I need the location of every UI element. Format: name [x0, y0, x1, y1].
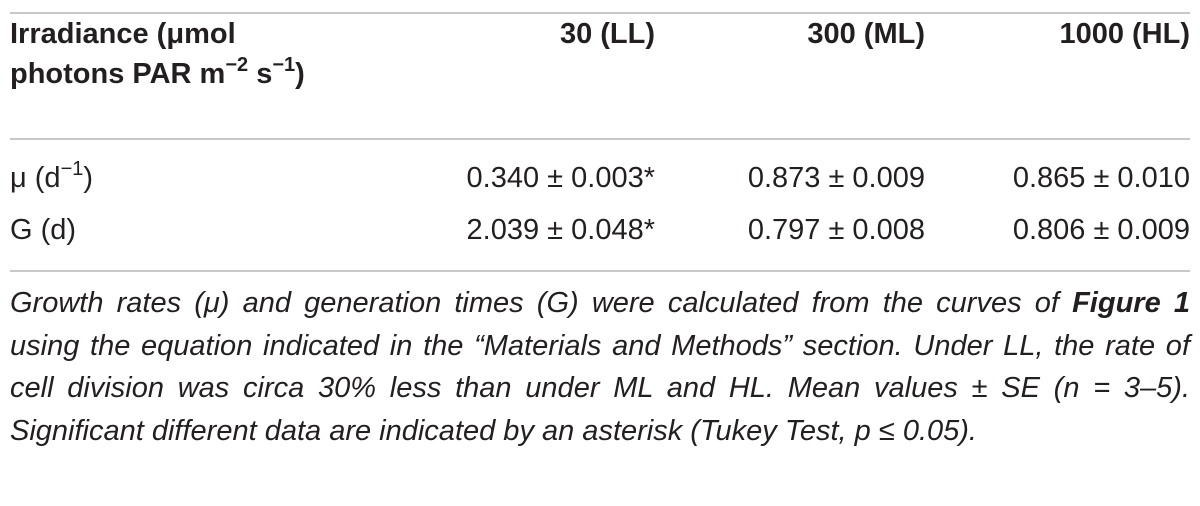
growth-rate-table: Irradiance (μmol photons PAR m−2 s−1) 30… [10, 14, 1190, 256]
cell-mu-hl: 0.865 ± 0.010 [1012, 162, 1190, 194]
caption-text-2: using the equation indicated in the “Mat… [10, 329, 1190, 447]
table-row: μ (d−1) 0.340 ± 0.003* 0.873 ± 0.009 0.8… [10, 138, 1190, 204]
header-irradiance-line2: photons PAR m−2 s−1) [10, 54, 305, 90]
figure-1-reference[interactable]: Figure 1 [1072, 287, 1190, 319]
table-header: Irradiance (μmol photons PAR m−2 s−1) 30… [10, 14, 1190, 138]
header-hl: 1000 (HL) [1059, 18, 1190, 50]
header-ml: 300 (ML) [807, 18, 925, 50]
header-irradiance-line1: Irradiance (μmol [10, 18, 236, 50]
row-label-g: G (d) [10, 214, 77, 246]
bottom-rule [10, 270, 1190, 272]
header-rule [10, 138, 1190, 140]
header-ll: 30 (LL) [559, 18, 655, 50]
cell-mu-ll: 0.340 ± 0.003* [466, 162, 655, 194]
cell-g-hl: 0.806 ± 0.009 [1012, 214, 1190, 246]
table-caption: Growth rates (μ) and generation times (G… [10, 282, 1190, 452]
cell-mu-ml: 0.873 ± 0.009 [747, 162, 925, 194]
header-row: Irradiance (μmol photons PAR m−2 s−1) 30… [10, 14, 1190, 138]
row-label-mu: μ (d−1) [10, 158, 94, 194]
cell-g-ll: 2.039 ± 0.048* [466, 214, 655, 246]
top-rule [10, 12, 1190, 14]
table-body: μ (d−1) 0.340 ± 0.003* 0.873 ± 0.009 0.8… [10, 138, 1190, 256]
table-row: G (d) 2.039 ± 0.048* 0.797 ± 0.008 0.806… [10, 204, 1190, 256]
caption-text-1: Growth rates (μ) and generation times (G… [10, 287, 1073, 319]
cell-g-ml: 0.797 ± 0.008 [747, 214, 925, 246]
header-irradiance: Irradiance (μmol photons PAR m−2 s−1) [10, 14, 400, 138]
